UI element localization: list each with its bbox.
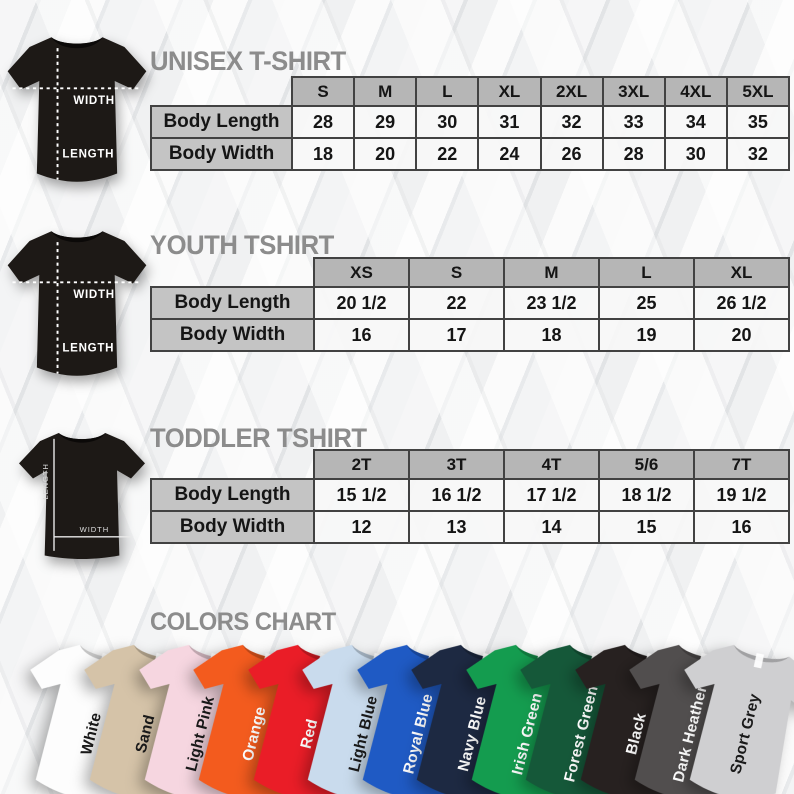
size-value-cell: 17 [408,318,505,352]
size-value-cell: 24 [477,137,542,171]
width-measure-label: WIDTH [73,95,115,107]
size-col-header: 5/6 [598,449,695,480]
length-measure-label: LENGTH [41,463,50,499]
size-value-cell: 33 [601,105,666,139]
length-measure-label: LENGTH [62,149,114,161]
body-width-row-label: Body Width [150,137,293,171]
size-value-cell: 26 [539,137,604,171]
size-value-cell: 26 1/2 [693,286,790,320]
size-value-cell: 28 [290,105,356,139]
youth-size-table: XS S M L XL Body Length 20 1/2 22 23 1/2… [150,257,790,352]
size-value-cell: 18 1/2 [598,478,695,512]
body-width-row-label: Body Width [150,510,315,544]
body-length-row-label: Body Length [150,105,293,139]
length-measure-label: LENGTH [62,343,114,355]
youth-shirt-diagram: WIDTH LENGTH [4,226,150,380]
size-col-header: 4XL [663,76,728,107]
size-value-cell: 34 [663,105,728,139]
size-value-cell: 35 [725,105,791,139]
size-value-cell: 23 1/2 [503,286,600,320]
table-corner-spacer [151,258,314,287]
size-value-cell: 25 [598,286,695,320]
size-col-header: XL [477,76,542,107]
size-value-cell: 22 [408,286,505,320]
size-value-cell: 20 [693,318,790,352]
size-value-cell: 14 [503,510,600,544]
size-value-cell: 29 [353,105,418,139]
size-col-header: 2XL [539,76,604,107]
size-value-cell: 15 [598,510,695,544]
youth-section-title: YOUTH TSHIRT [150,230,334,260]
body-length-row-label: Body Length [150,478,315,512]
size-value-cell: 17 1/2 [503,478,600,512]
size-col-header: 5XL [725,76,791,107]
size-value-cell: 32 [539,105,604,139]
size-value-cell: 32 [725,137,791,171]
toddler-size-table: 2T 3T 4T 5/6 7T Body Length 15 1/2 16 1/… [150,449,790,544]
colors-chart-title: COLORS CHART [150,608,336,636]
size-value-cell: 13 [408,510,505,544]
black-tshirt-front-icon: LENGTH WIDTH [19,433,145,559]
size-value-cell: 15 1/2 [313,478,410,512]
size-value-cell: 28 [601,137,666,171]
size-col-header: 3T [408,449,505,480]
unisex-section-title: UNISEX T-SHIRT [150,46,346,76]
size-col-header: XS [313,257,410,288]
width-measure-label: WIDTH [80,525,110,534]
size-col-header: 7T [693,449,790,480]
size-value-cell: 16 [693,510,790,544]
body-width-row-label: Body Width [150,318,315,352]
size-value-cell: 18 [503,318,600,352]
size-value-cell: 19 [598,318,695,352]
size-col-header: L [598,257,695,288]
width-measure-label: WIDTH [73,289,115,301]
size-value-cell: 18 [290,137,356,171]
size-value-cell: 20 1/2 [313,286,410,320]
color-shirt-sport-grey: Sport Grey [670,638,794,794]
size-col-header: S [408,257,505,288]
size-value-cell: 16 1/2 [408,478,505,512]
table-corner-spacer [151,450,314,479]
unisex-shirt-diagram: WIDTH LENGTH [4,32,150,186]
size-col-header: S [290,76,356,107]
size-value-cell: 12 [313,510,410,544]
table-corner-spacer [151,77,292,106]
size-col-header: 3XL [601,76,666,107]
tshirt-icon [684,644,794,794]
size-value-cell: 19 1/2 [693,478,790,512]
size-value-cell: 16 [313,318,410,352]
body-length-row-label: Body Length [150,286,315,320]
toddler-section-title: TODDLER TSHIRT [150,423,367,453]
size-value-cell: 30 [663,137,728,171]
size-value-cell: 20 [353,137,418,171]
black-tshirt-front-icon: WIDTH LENGTH [7,231,147,376]
size-col-header: XL [693,257,790,288]
size-col-header: M [353,76,418,107]
size-col-header: 4T [503,449,600,480]
size-value-cell: 22 [415,137,480,171]
size-col-header: 2T [313,449,410,480]
unisex-size-table: S M L XL 2XL 3XL 4XL 5XL Body Length 28 … [150,76,791,171]
black-tshirt-front-icon: WIDTH LENGTH [7,37,147,182]
size-value-cell: 31 [477,105,542,139]
toddler-shirt-diagram: LENGTH WIDTH [12,422,152,570]
size-col-header: M [503,257,600,288]
size-col-header: L [415,76,480,107]
size-value-cell: 30 [415,105,480,139]
